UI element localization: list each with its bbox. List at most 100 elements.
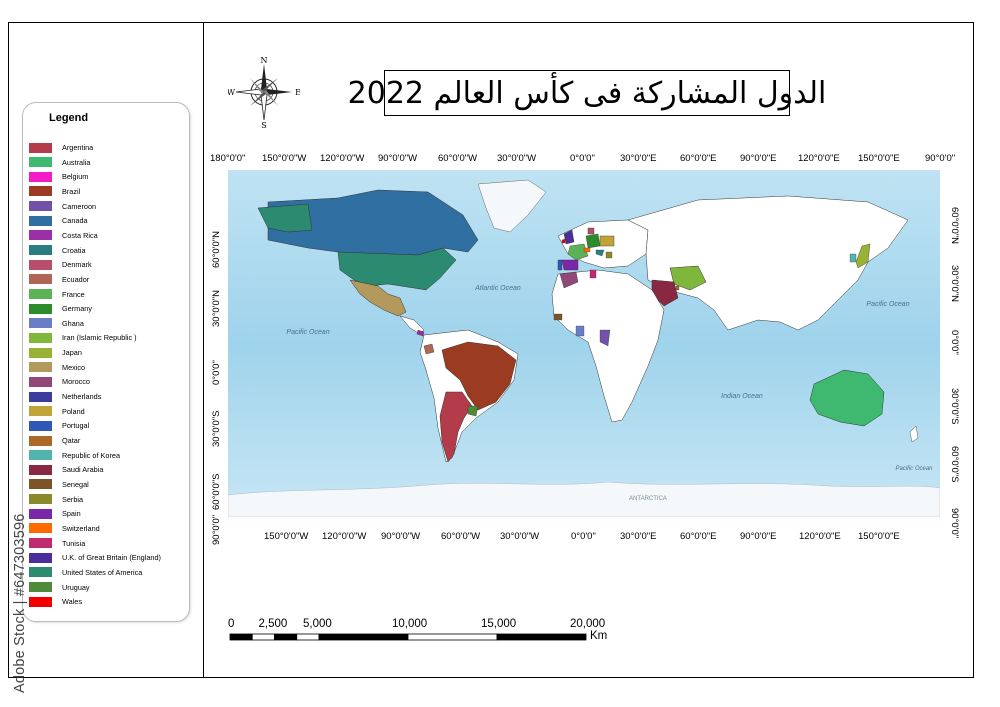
- country-cameroon: [599, 329, 611, 347]
- legend-item: Ghana: [29, 317, 84, 330]
- legend-item: Brazil: [29, 185, 80, 198]
- coord-label-top: 120°0'0"E: [798, 153, 840, 164]
- legend-label: Portugal: [62, 421, 90, 431]
- legend-item: Argentina: [29, 141, 93, 154]
- scale-bar-graphic: [229, 633, 587, 641]
- legend-item: Japan: [29, 346, 82, 359]
- scale-segment: [274, 633, 298, 641]
- country-canada: [267, 189, 479, 256]
- legend-item: Denmark: [29, 258, 92, 271]
- country-tunisia: [589, 269, 597, 279]
- new-zealand: [909, 425, 919, 443]
- legend-item: Canada: [29, 214, 88, 227]
- map-title-text: الدول المشاركة فى كأس العالم 2022: [347, 75, 827, 111]
- coord-label-bottom: 60°0'0"E: [680, 531, 717, 542]
- legend-swatch: [29, 450, 52, 461]
- coord-label-right: 0°0'0": [949, 330, 960, 355]
- legend-item: U.K. of Great Britain (England): [29, 551, 161, 564]
- legend-label: Morocco: [62, 377, 90, 387]
- legend-label: Cameroon: [62, 201, 97, 211]
- coord-label-bottom: 120°0'0"W: [322, 531, 367, 542]
- coord-label-bottom: 30°0'0"W: [500, 531, 540, 542]
- legend-item: Portugal: [29, 419, 89, 432]
- legend-label: Saudi Arabia: [62, 465, 104, 475]
- coord-label-left: 0°0'0": [211, 360, 222, 385]
- scale-segment: [496, 633, 587, 641]
- legend-swatch: [29, 303, 52, 314]
- scale-segment: [251, 633, 275, 641]
- legend-label: Canada: [62, 216, 88, 226]
- greenland: [477, 179, 547, 233]
- country-france: [567, 243, 589, 261]
- coord-label-top: 60°0'0"E: [680, 153, 717, 164]
- legend-label: Germany: [62, 304, 93, 314]
- country-denmark: [587, 227, 595, 235]
- legend-label: Poland: [62, 406, 85, 416]
- coord-label-top: 150°0'0"E: [858, 153, 900, 164]
- legend-label: Switzerland: [62, 523, 100, 533]
- legend-item: Uruguay: [29, 581, 90, 594]
- legend-label: France: [62, 289, 85, 299]
- coord-label-bottom: 30°0'0"E: [620, 531, 657, 542]
- country-mexico: [349, 279, 407, 317]
- compass-s: S: [261, 121, 266, 128]
- legend-item: Republic of Korea: [29, 449, 120, 462]
- legend-label: Spain: [62, 509, 81, 519]
- legend-item: United States of America: [29, 566, 142, 579]
- legend-item: Belgium: [29, 170, 88, 183]
- scale-label: 0: [228, 618, 235, 630]
- country-senegal: [553, 313, 563, 321]
- legend: Legend Argentina Australia Belgium Brazil Ca…: [22, 102, 190, 622]
- ocean-label-atlantic: Atlantic Ocean: [474, 285, 521, 292]
- country-wales: [561, 238, 566, 244]
- legend-swatch: [29, 318, 52, 329]
- coord-label-top: 150°0'0"W: [262, 153, 307, 164]
- legend-item: Netherlands: [29, 390, 101, 403]
- legend-item: France: [29, 288, 85, 301]
- country-serbia: [605, 251, 613, 259]
- scale-segment: [296, 633, 320, 641]
- legend-divider: [203, 22, 204, 678]
- coord-label-top: 180°0'0": [210, 153, 246, 164]
- country-qatar: [675, 285, 680, 291]
- country-australia: [809, 369, 885, 427]
- map-title: الدول المشاركة فى كأس العالم 2022: [348, 70, 826, 116]
- country-iran: [669, 265, 707, 291]
- country-costa-rica: [416, 329, 425, 337]
- legend-item: Costa Rica: [29, 229, 98, 242]
- coord-label-left: 90°0'0": [211, 514, 222, 545]
- legend-item: Tunisia: [29, 537, 85, 550]
- legend-swatch: [29, 274, 52, 285]
- scale-segment: [407, 633, 498, 641]
- scale-label: 15,000: [481, 618, 517, 630]
- legend-label: United States of America: [62, 567, 143, 577]
- coord-label-top: 90°0'0"W: [378, 153, 418, 164]
- stock-watermark: Adobe Stock | #647303596: [12, 468, 34, 694]
- legend-item: Ecuador: [29, 273, 89, 286]
- compass-w: W: [228, 88, 236, 97]
- legend-item: Australia: [29, 156, 90, 169]
- coord-label-bottom: 120°0'0"E: [799, 531, 841, 542]
- legend-item: Germany: [29, 302, 92, 315]
- legend-item: Senegal: [29, 478, 89, 491]
- legend-swatch: [29, 171, 52, 182]
- legend-item: Cameroon: [29, 200, 96, 213]
- legend-label: Mexico: [62, 362, 86, 372]
- legend-swatch: [29, 347, 52, 358]
- ocean-label-pacific-east: Pacific Ocean: [286, 329, 329, 336]
- legend-label: Netherlands: [62, 392, 102, 402]
- legend-label: Costa Rica: [62, 230, 98, 240]
- country-switzerland: [583, 247, 591, 253]
- legend-label: U.K. of Great Britain (England): [62, 553, 161, 563]
- legend-swatch: [29, 245, 52, 256]
- legend-swatch: [29, 142, 52, 153]
- coord-label-top: 90°0'0"E: [740, 153, 777, 164]
- country-japan: [855, 243, 871, 269]
- legend-swatch: [29, 376, 52, 387]
- legend-item: Switzerland: [29, 522, 100, 535]
- country-usa: [337, 247, 457, 291]
- legend-label: Qatar: [62, 436, 81, 445]
- coord-label-bottom: 0°0'0": [571, 531, 596, 542]
- country-portugal: [557, 259, 563, 271]
- legend-item: Poland: [29, 405, 85, 418]
